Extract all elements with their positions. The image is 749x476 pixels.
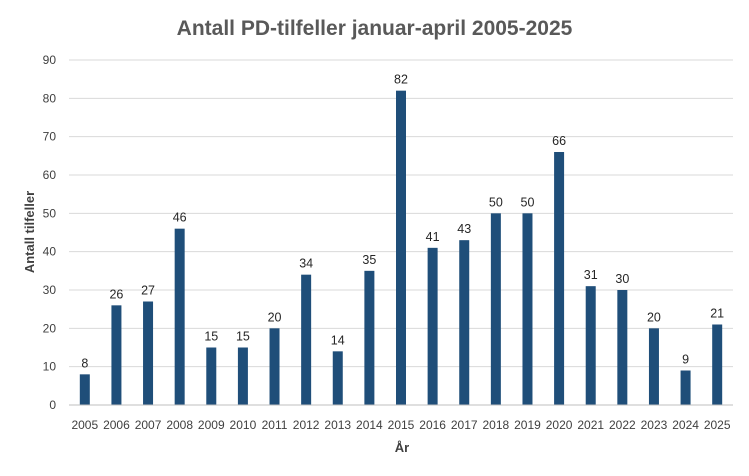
y-tick-label: 60 (43, 168, 57, 182)
data-label-2017: 43 (457, 222, 471, 236)
x-tick-label-2013: 2013 (324, 418, 351, 432)
bar-2005 (79, 374, 90, 405)
data-label-2015: 82 (394, 73, 408, 87)
x-tick-label-2019: 2019 (514, 418, 541, 432)
x-tick-label-2005: 2005 (71, 418, 98, 432)
y-tick-label: 90 (43, 53, 57, 67)
x-tick-label-2012: 2012 (293, 418, 320, 432)
data-label-2025: 21 (710, 307, 724, 321)
bar-2010 (237, 347, 248, 405)
data-label-2018: 50 (489, 195, 503, 209)
y-tick-label: 80 (43, 91, 57, 105)
y-tick-label: 70 (43, 130, 57, 144)
data-label-2010: 15 (236, 330, 250, 344)
data-labels: 8 26 27 46 15 15 20 34 14 35 82 41 43 50 50 66 31 30 20 9 21 (81, 73, 724, 371)
data-label-2021: 31 (584, 268, 598, 282)
bar-2013 (332, 351, 343, 405)
bar-2018 (490, 213, 501, 405)
bar-2020 (554, 152, 565, 405)
data-label-2020: 66 (552, 134, 566, 148)
bar-2023 (648, 328, 659, 405)
y-tick-label: 40 (43, 245, 57, 259)
x-tick-label-2022: 2022 (609, 418, 636, 432)
x-tick-label-2008: 2008 (166, 418, 193, 432)
x-tick-label-2017: 2017 (451, 418, 478, 432)
y-tick-label: 30 (43, 283, 57, 297)
x-tick-label-2021: 2021 (577, 418, 604, 432)
data-label-2023: 20 (647, 310, 661, 324)
bar-2012 (301, 274, 312, 405)
y-axis-title: Antall tilfeller (22, 191, 37, 273)
data-label-2022: 30 (615, 272, 629, 286)
data-label-2024: 9 (682, 353, 689, 367)
x-tick-label-2018: 2018 (483, 418, 510, 432)
x-tick-label-2009: 2009 (198, 418, 225, 432)
bar-2008 (174, 228, 185, 405)
bar-2021 (585, 286, 596, 405)
x-tick-label-2006: 2006 (103, 418, 130, 432)
x-tick-label-2014: 2014 (356, 418, 383, 432)
bar-2011 (269, 328, 280, 405)
x-tick-label-2020: 2020 (546, 418, 573, 432)
bar-2019 (522, 213, 533, 405)
bar-2024 (680, 370, 691, 405)
y-tick-label: 0 (49, 398, 56, 412)
bar-2017 (459, 240, 470, 405)
data-label-2014: 35 (362, 253, 376, 267)
x-tick-label-2007: 2007 (135, 418, 162, 432)
data-label-2007: 27 (141, 284, 155, 298)
data-label-2009: 15 (204, 330, 218, 344)
y-axis-ticks: 0 10 20 30 40 50 60 70 80 90 (43, 53, 57, 412)
x-tick-label-2025: 2025 (704, 418, 731, 432)
data-label-2008: 46 (173, 211, 187, 225)
bar-2025 (712, 324, 723, 405)
data-label-2006: 26 (109, 287, 123, 301)
bar-2014 (364, 270, 375, 405)
x-tick-label-2010: 2010 (230, 418, 257, 432)
bar-2015 (396, 90, 406, 406)
chart-title: Antall PD-tilfeller januar-april 2005-20… (177, 17, 573, 40)
x-tick-label-2024: 2024 (672, 418, 699, 432)
x-tick-label-2016: 2016 (419, 418, 446, 432)
y-tick-label: 50 (43, 206, 57, 220)
y-tick-label: 20 (43, 321, 57, 335)
y-tick-label: 10 (43, 360, 57, 374)
data-label-2005: 8 (81, 356, 88, 370)
data-label-2016: 41 (426, 230, 440, 244)
bar-2007 (143, 301, 154, 405)
bars (79, 90, 723, 406)
x-tick-label-2011: 2011 (262, 418, 288, 432)
data-label-2012: 34 (299, 257, 313, 271)
x-axis-title: År (395, 440, 409, 455)
x-axis-ticks: 2005 2006 2007 2008 2009 2010 2011 2012 2013 2014… (71, 418, 730, 432)
x-tick-label-2023: 2023 (641, 418, 668, 432)
bar-2016 (427, 247, 438, 405)
x-tick-label-2015: 2015 (388, 418, 415, 432)
data-label-2011: 20 (268, 310, 282, 324)
bar-2022 (617, 290, 628, 405)
data-label-2019: 50 (521, 195, 535, 209)
bar-2006 (111, 305, 122, 405)
bar-2009 (206, 347, 217, 405)
data-label-2013: 14 (331, 333, 345, 347)
